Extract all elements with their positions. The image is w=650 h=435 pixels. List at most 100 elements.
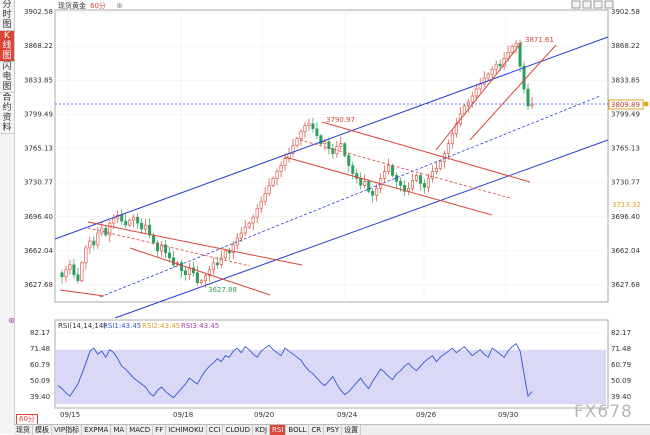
candle-body — [68, 264, 72, 271]
candle-body — [450, 133, 454, 144]
price-tick-right: 3730.77 — [611, 179, 640, 187]
zoom-out-icon[interactable] — [582, 0, 592, 9]
candle-body — [414, 175, 418, 181]
indicator-tab-14[interactable]: PSY — [324, 425, 343, 435]
rsi-lines — [57, 343, 533, 399]
indicator-tab-6[interactable]: FF — [153, 425, 167, 435]
indicator-tab-9[interactable]: CLOUD — [223, 425, 253, 435]
rsi-tick-left: 50.09 — [30, 377, 50, 385]
price-tick-left: 3765.13 — [24, 145, 53, 153]
down-channel-1-dash — [87, 227, 251, 267]
indicator-tab-4[interactable]: MA — [111, 425, 128, 435]
tab-flash[interactable]: 闪电图 — [0, 62, 14, 93]
rsi-axis: 82.17 82.17 71.48 71.48 60.79 60.79 50.09 50.09… — [30, 329, 631, 401]
candle-body — [64, 269, 68, 278]
x-axis: 09/15 09/18 09/20 09/24 09/26 09/30 — [60, 411, 518, 419]
price-tick-left: 3833.85 — [24, 76, 53, 84]
price-tick-left: 3627.68 — [24, 281, 53, 289]
candle-body — [474, 88, 478, 97]
rsi-settings-icon[interactable]: ⊛ — [8, 316, 15, 325]
small-red-line — [59, 289, 105, 297]
price-grid — [55, 10, 608, 302]
candle-body — [112, 217, 116, 224]
candle-body — [199, 280, 203, 283]
candle-body — [191, 267, 195, 274]
candle-body — [219, 257, 223, 266]
candle-body — [486, 73, 490, 79]
price-tick-right: 3868.22 — [611, 42, 640, 50]
price-tick-right: 3902.58 — [611, 8, 640, 16]
candle-body — [207, 269, 211, 277]
candle-body — [307, 123, 311, 127]
scroll-left-icon[interactable] — [593, 0, 603, 9]
candle-body — [395, 175, 399, 182]
settings-icon[interactable]: ⊕ — [116, 1, 123, 10]
candle-body — [446, 143, 450, 154]
indicator-tab-8[interactable]: CCI — [207, 425, 224, 435]
price-tick-right: 3765.13 — [611, 145, 640, 153]
tab-kline[interactable]: K线图 — [0, 31, 14, 62]
candles — [60, 39, 534, 288]
price-tick-right: 3833.85 — [611, 76, 640, 84]
candle-body — [128, 219, 132, 226]
price-tick-left: 3662.04 — [24, 247, 53, 255]
down-channel-2-lower — [284, 156, 493, 216]
tab-contract[interactable]: 合约资料 — [0, 93, 14, 134]
candle-body — [231, 244, 235, 254]
candle-body — [148, 224, 152, 236]
indicator-tab-12[interactable]: BOLL — [286, 425, 310, 435]
candle-body — [490, 68, 494, 75]
candle-body — [470, 95, 474, 103]
indicator-tab-2[interactable]: VIP指标 — [52, 425, 83, 435]
candle-body — [422, 183, 426, 188]
rsi-tick-left: 60.79 — [30, 361, 50, 369]
rsi-tick-right: 60.79 — [611, 361, 631, 369]
candle-body — [430, 171, 434, 179]
candle-body — [84, 247, 88, 264]
candle-body — [359, 178, 363, 186]
rsi-tick-left: 82.17 — [30, 329, 50, 337]
candle-body — [156, 242, 160, 252]
down-channel-2-dash — [299, 139, 511, 199]
indicator-bar: 现货 模板 VIP指标 EXPMA MA MACD FF ICHIMOKU CCI CLOUD KD… — [14, 424, 650, 435]
candle-body — [152, 234, 156, 244]
candle-body — [478, 83, 482, 90]
candle-body — [239, 232, 243, 239]
indicator-tab-7[interactable]: ICHIMOKU — [166, 425, 207, 435]
indicator-tab-3[interactable]: EXPMA — [82, 425, 112, 435]
candle-body — [124, 220, 128, 226]
indicator-tab-5[interactable]: MACD — [127, 425, 154, 435]
price-tick-left: 3868.22 — [24, 42, 53, 50]
indicator-tab-0[interactable]: 现货 — [14, 425, 33, 435]
x-tick-label: 09/26 — [416, 411, 437, 419]
tab-timeshare[interactable]: 分时图 — [0, 0, 14, 31]
candle-body — [279, 165, 283, 172]
current-price-dot — [643, 101, 649, 107]
price-tick-right: 3627.68 — [611, 281, 640, 289]
candle-body — [327, 141, 331, 149]
channel-price-label: 3713.32 — [612, 201, 641, 209]
scroll-right-icon[interactable] — [604, 0, 614, 9]
indicator-tab-15[interactable]: 设置 — [342, 425, 362, 435]
candle-body — [88, 240, 92, 249]
candle-body — [120, 214, 124, 222]
indicator-tab-10[interactable]: KDJ — [253, 425, 271, 435]
peak-marker: 3790.97 — [326, 116, 355, 124]
indicator-tab-1[interactable]: 模板 — [33, 425, 52, 435]
price-axis: 3902.58 3902.58 3868.22 3868.22 3833.85 3833.… — [24, 8, 640, 289]
candle-body — [227, 250, 231, 254]
channel-lower-line — [114, 139, 609, 319]
candle-body — [506, 51, 510, 59]
candle-body — [418, 175, 422, 184]
candle-body — [235, 237, 239, 246]
zoom-in-icon[interactable] — [571, 0, 581, 9]
candle-body — [251, 216, 255, 224]
chart-period: 60分 — [90, 1, 106, 10]
down-channel-1-upper — [87, 221, 303, 266]
candle-body — [132, 216, 136, 221]
indicator-tab-13[interactable]: CR — [309, 425, 325, 435]
candle-body — [411, 180, 415, 189]
candle-body — [331, 148, 335, 154]
indicator-tab-11[interactable]: RSI — [270, 425, 287, 435]
